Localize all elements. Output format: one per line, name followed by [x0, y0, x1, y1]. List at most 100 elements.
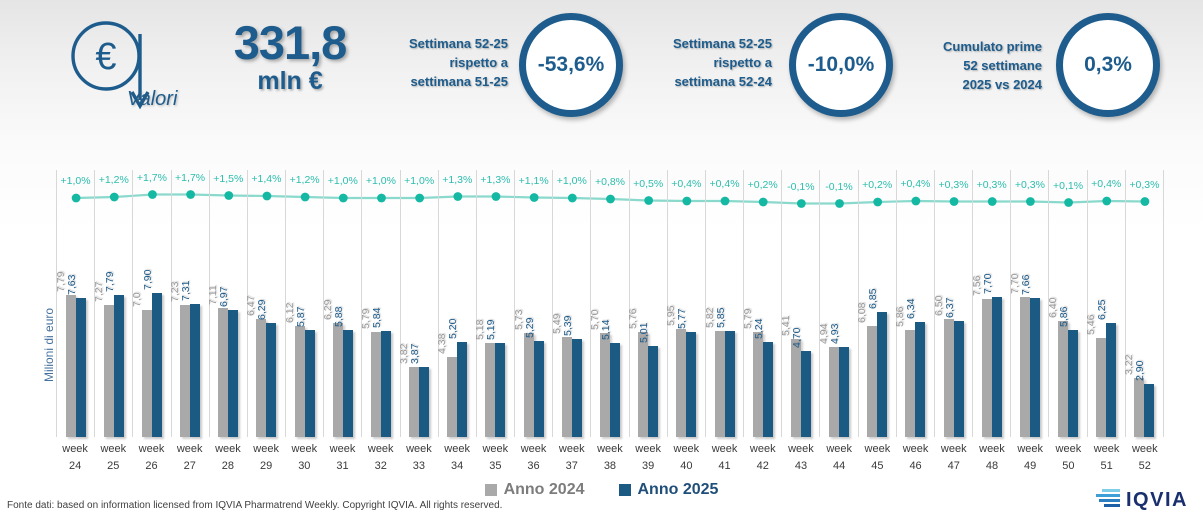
- pct-change-label: +1,0%: [327, 175, 358, 187]
- bar-value-label: 7,11: [207, 284, 220, 305]
- callout-label-line: Settimana 52-25: [673, 36, 772, 51]
- bar-value-label: 5,01: [638, 322, 651, 343]
- x-tick-week-28: week 28: [215, 443, 241, 472]
- pct-change-label: +1,2%: [289, 174, 320, 186]
- bar-value-label: 7,63: [65, 274, 78, 296]
- week-column-week-33: +1,0% 3,82 3,87: [398, 170, 439, 437]
- bar-anno-2024: [943, 318, 954, 437]
- week-column-week-39: +0,5% 5,76 5,01: [627, 170, 668, 437]
- week-column-week-41: +0,4% 5,82 5,85: [704, 170, 745, 437]
- callout-label-line: rispetto a: [713, 54, 772, 70]
- bar-value-label: 5,14: [599, 320, 612, 341]
- bar-value-label: 6,29: [256, 299, 269, 320]
- pct-change-label: +1,4%: [251, 173, 282, 185]
- callout-week-vs-prev-year-label: Settimana 52-25 rispetto a settimana 52-…: [650, 35, 772, 92]
- week-column-week-36: +1,1% 5,73 5,29: [513, 170, 554, 437]
- x-tick-week-49: week 49: [1017, 443, 1044, 472]
- bar-value-label: 5,18: [474, 319, 487, 340]
- bar-anno-2025: [457, 342, 468, 437]
- pct-change-label: +1,7%: [175, 171, 206, 184]
- bar-anno-2025: [991, 296, 1002, 437]
- bar-value-label: 4,94: [818, 323, 831, 345]
- callout-value: -53,6%: [537, 53, 605, 76]
- bar-value-label: 5,88: [332, 306, 345, 327]
- bar-value-label: 7,66: [1019, 274, 1032, 295]
- legend-item-anno-2025: Anno 2025: [618, 481, 718, 499]
- legend-item-anno-2024: Anno 2024: [484, 481, 585, 499]
- bar-anno-2025: [648, 345, 659, 437]
- data-source-note: Fonte dati: based on information license…: [7, 500, 503, 511]
- bar-anno-2025: [800, 351, 811, 437]
- bar-value-label: 3,87: [409, 343, 422, 364]
- bar-value-label: 4,93: [829, 323, 842, 345]
- x-tick-week-50: week 50: [1055, 443, 1082, 472]
- bar-value-label: 5,24: [752, 318, 765, 339]
- bar-value-label: 6,25: [1096, 299, 1109, 321]
- week-column-week-38: +0,8% 5,70 5,14: [589, 170, 630, 437]
- bar-value-label: 5,95: [665, 305, 678, 326]
- legend-swatch-2025: [618, 484, 631, 496]
- bar-anno-2025: [762, 341, 773, 437]
- bar-value-label: 7,90: [141, 269, 154, 291]
- x-tick-week-51: week 51: [1093, 443, 1120, 472]
- x-tick-week-32: week 32: [367, 443, 394, 472]
- chart-legend: Anno 2024 Anno 2025: [0, 481, 1203, 499]
- bar-value-label: 7,79: [54, 271, 67, 293]
- pct-change-label: +0,3%: [938, 178, 969, 191]
- bar-value-label: 6,40: [1047, 297, 1060, 318]
- week-column-week-31: +1,0% 6,29 5,88: [322, 170, 363, 437]
- bar-value-label: 5,87: [294, 306, 307, 328]
- x-tick-week-48: week 48: [979, 443, 1005, 472]
- bar-value-label: 7,23: [169, 281, 182, 303]
- week-column-week-49: +0,3% 7,70 7,66: [1009, 170, 1050, 437]
- bar-value-label: 3,22: [1123, 354, 1136, 376]
- pct-change-label: -0,1%: [825, 180, 853, 193]
- pct-change-label: +1,3%: [480, 173, 511, 186]
- week-column-week-28: +1,5% 7,11 6,97: [207, 170, 248, 437]
- bar-value-label: 5,19: [485, 319, 498, 340]
- iqvia-logo: IQVIA: [1096, 489, 1186, 511]
- bar-value-label: 6,97: [218, 286, 231, 308]
- x-tick-week-34: week 34: [444, 443, 470, 472]
- valori-label: Valori: [127, 88, 178, 110]
- bar-anno-2025: [724, 330, 735, 437]
- week-column-week-47: +0,3% 6,50 6,37: [933, 170, 974, 437]
- bar-anno-2024: [981, 299, 992, 437]
- x-tick-week-37: week 37: [558, 443, 585, 472]
- pct-change-label: +0,2%: [747, 179, 778, 191]
- week-column-week-42: +0,2% 5,79 5,24: [742, 170, 783, 437]
- x-tick-week-29: week 29: [253, 443, 279, 472]
- svg-text:€: €: [95, 36, 116, 78]
- x-tick-week-31: week 31: [329, 443, 356, 472]
- bar-value-label: 6,12: [283, 302, 296, 323]
- callout-label-line: rispetto a: [449, 54, 508, 70]
- pct-change-label: +0,8%: [594, 176, 626, 188]
- week-column-week-27: +1,7% 7,23 7,31: [169, 170, 210, 437]
- bar-anno-2024: [905, 330, 916, 437]
- bar-value-label: 7,70: [981, 273, 994, 294]
- bar-value-label: 5,49: [550, 313, 563, 335]
- week-column-week-52: +0,3% 3,22 2,90: [1123, 170, 1164, 437]
- pct-change-label: +0,4%: [671, 178, 702, 190]
- pct-change-label: +1,1%: [518, 174, 549, 187]
- bar-anno-2024: [103, 304, 114, 437]
- bar-anno-2024: [1096, 337, 1107, 437]
- bar-value-label: 7,0: [130, 292, 143, 307]
- bar-anno-2024: [447, 357, 458, 437]
- week-column-week-35: +1,3% 5,18 5,19: [474, 170, 516, 437]
- legend-swatch-2024: [484, 484, 497, 496]
- callout-label-line: Settimana 52-25: [409, 36, 508, 51]
- pct-change-label: +1,2%: [98, 174, 129, 186]
- bar-anno-2024: [867, 326, 878, 437]
- x-tick-week-24: week 24: [62, 443, 88, 472]
- callout-value: 0,3%: [1084, 53, 1132, 76]
- bar-anno-2024: [676, 328, 687, 437]
- week-column-week-32: +1,0% 5,79 5,84: [360, 170, 401, 437]
- bar-value-label: 4,70: [790, 328, 803, 349]
- week-column-week-46: +0,4% 5,86 6,34: [894, 170, 935, 437]
- bar-anno-2024: [714, 331, 725, 437]
- x-tick-week-45: week 45: [864, 443, 891, 472]
- x-axis-labels: week 24 week 25 week 26 week 27 week 28 week 29 week…: [56, 441, 1164, 474]
- bar-anno-2024: [1134, 378, 1145, 437]
- x-tick-week-33: week 33: [406, 443, 432, 472]
